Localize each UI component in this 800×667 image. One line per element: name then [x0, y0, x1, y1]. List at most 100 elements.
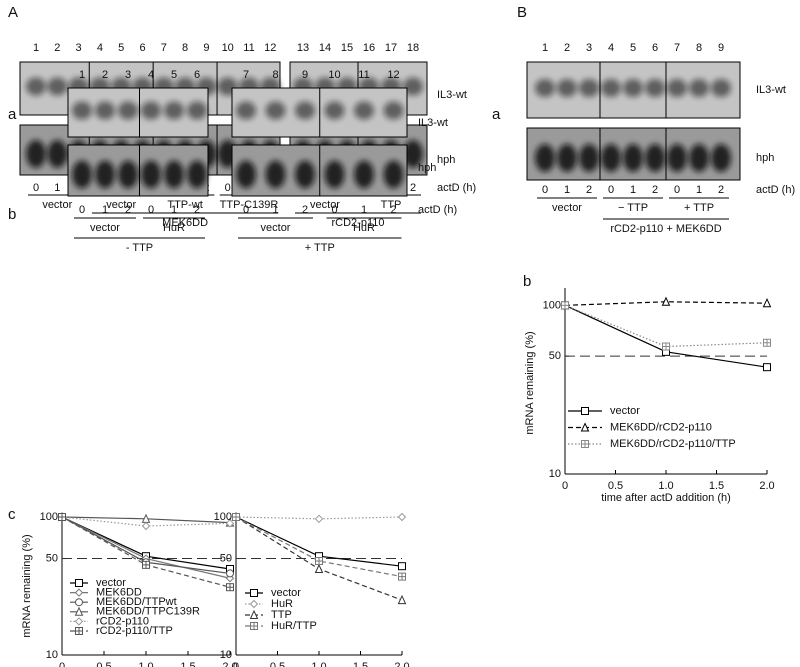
marker-cross	[58, 513, 66, 521]
marker-cross	[763, 339, 771, 347]
y-axis-label: mRNA remaining (%)	[21, 534, 33, 637]
data-point	[763, 363, 771, 372]
marker-cross	[398, 573, 406, 581]
blot-band	[265, 160, 286, 189]
time-label: 1	[272, 204, 278, 216]
x-tick-label: 0	[562, 480, 568, 492]
blot-band	[324, 101, 345, 120]
blot-band	[295, 101, 315, 120]
legend-label: vector	[96, 577, 126, 589]
time-label: 1	[171, 204, 177, 216]
time-label: 1	[564, 184, 570, 196]
time-label: 0	[542, 184, 548, 196]
time-label: 0	[608, 184, 614, 196]
legend-marker	[75, 627, 83, 635]
legend-marker	[580, 422, 590, 432]
group-label: TTP-wt	[167, 199, 202, 211]
data-point	[398, 562, 406, 571]
legend-marker	[74, 606, 84, 616]
lane-number: 18	[407, 42, 419, 54]
blot-band	[689, 79, 709, 97]
row-label: hph	[756, 152, 774, 164]
time-label: 2	[718, 184, 724, 196]
blot-band	[667, 79, 687, 97]
lane-number: 8	[272, 69, 278, 81]
blot-band	[72, 160, 92, 189]
lane-number: 7	[674, 42, 680, 54]
series-line	[564, 301, 768, 306]
blot-band	[383, 160, 404, 189]
legend-label: vector	[610, 405, 640, 417]
y-tick-label: 10	[549, 468, 561, 480]
group-label: vector	[42, 199, 72, 211]
blot-band	[47, 77, 68, 96]
blot-band	[47, 140, 68, 168]
lane-number: 10	[328, 69, 340, 81]
lane-number: 5	[630, 42, 636, 54]
group-label: vector	[106, 199, 136, 211]
blot-band	[579, 79, 599, 97]
lane-number: 16	[363, 42, 375, 54]
panel-letter: b	[523, 273, 531, 290]
supergroup-label: MEK6DD	[162, 217, 208, 229]
legend-marker	[75, 598, 83, 607]
lane-number: 9	[203, 42, 209, 54]
data-point	[141, 521, 151, 531]
blot-band	[164, 160, 184, 189]
x-tick-label: 1.5	[180, 661, 195, 667]
marker-cross	[142, 561, 150, 569]
lane-number: 3	[76, 42, 82, 54]
lane-number: 15	[341, 42, 353, 54]
legend-label: HuR	[271, 598, 293, 610]
lane-number: 6	[194, 69, 200, 81]
time-label: 0	[674, 184, 680, 196]
figure-letter: B	[517, 4, 527, 21]
time-label: 2	[390, 204, 396, 216]
group-label: vector	[261, 222, 291, 234]
time-label: 2	[652, 184, 658, 196]
x-tick-label: 1.0	[658, 480, 673, 492]
blot-band	[645, 79, 665, 97]
time-label: 1	[54, 182, 60, 194]
time-label: 0	[79, 204, 85, 216]
blot-band	[403, 77, 423, 96]
lane-number: 1	[33, 42, 39, 54]
lane-number: 2	[54, 42, 60, 54]
row-label: hph	[437, 154, 455, 166]
data-point	[661, 296, 671, 306]
time-unit: actD (h)	[418, 204, 457, 216]
lane-number: 13	[297, 42, 309, 54]
data-point	[225, 519, 235, 528]
lane-number: 4	[148, 69, 154, 81]
supergroup-label: + TTP	[305, 242, 335, 254]
x-tick-label: 2.0	[394, 661, 409, 667]
x-tick-label: 1.5	[709, 480, 724, 492]
lane-number: 9	[302, 69, 308, 81]
lane-number: 4	[608, 42, 614, 54]
lane-number: 7	[161, 42, 167, 54]
time-label: 0	[33, 182, 39, 194]
blot-band	[354, 101, 374, 120]
group-label: + TTP	[684, 202, 714, 214]
legend-label: vector	[271, 587, 301, 599]
legend-label: MEK6DD	[96, 587, 142, 599]
x-tick-label: 0.5	[96, 661, 111, 667]
blot-band	[164, 101, 184, 120]
blot-band	[95, 160, 115, 189]
x-axis-label: time after actD addition (h)	[601, 492, 731, 504]
legend-marker	[249, 609, 259, 619]
blot-band	[535, 144, 555, 172]
blot-band	[557, 144, 577, 172]
x-tick-label: 0.5	[270, 661, 285, 667]
time-label: 1	[102, 204, 108, 216]
y-tick-label: 50	[46, 552, 58, 564]
supergroup-label: rCD2-p110	[332, 217, 385, 229]
y-tick-label: 10	[220, 649, 232, 661]
row-label: hph	[418, 162, 436, 174]
blot-band	[601, 144, 621, 172]
y-tick-label: 10	[46, 649, 58, 661]
legend-label: MEK6DD/TTPC139R	[96, 606, 200, 618]
data-point	[397, 512, 407, 522]
y-tick-label: 50	[549, 350, 561, 362]
time-label: 1	[361, 204, 367, 216]
